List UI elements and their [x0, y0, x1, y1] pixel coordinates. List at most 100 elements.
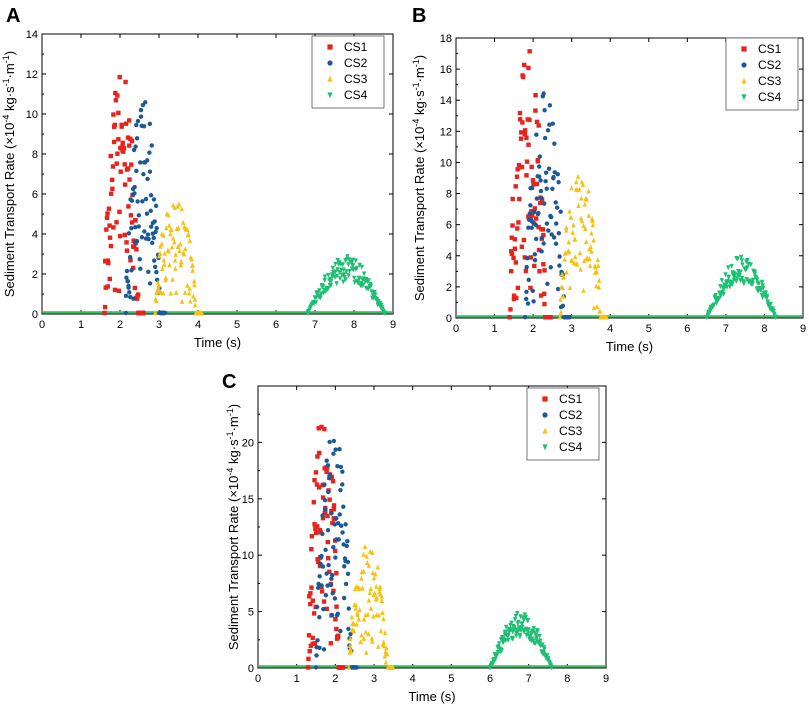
- data-point-cs2: [154, 277, 160, 283]
- data-point-cs1: [315, 557, 320, 562]
- data-point-cs3: [171, 235, 176, 241]
- data-point-cs2: [560, 303, 566, 309]
- data-point-cs1: [124, 240, 129, 245]
- data-point-cs1: [122, 232, 127, 238]
- data-point-cs3: [160, 290, 166, 296]
- data-point-cs4: [325, 286, 331, 292]
- data-point-cs1: [509, 268, 514, 274]
- data-point-cs2: [567, 315, 572, 320]
- data-point-cs1: [111, 139, 117, 145]
- y-tick-label: 10: [242, 550, 254, 562]
- x-tick-label: 9: [800, 323, 806, 335]
- data-point-cs1: [120, 140, 125, 146]
- data-point-cs2: [528, 203, 533, 208]
- data-point-cs1: [512, 246, 518, 251]
- data-point-cs3: [568, 214, 574, 220]
- data-point-cs4: [354, 265, 360, 271]
- data-point-cs3: [157, 253, 162, 259]
- data-point-cs2: [144, 211, 150, 216]
- data-point-cs1: [526, 214, 531, 219]
- data-point-cs1: [110, 186, 115, 191]
- data-point-cs1: [113, 98, 119, 103]
- data-point-cs2: [129, 268, 134, 273]
- data-point-cs2: [333, 555, 338, 560]
- data-point-cs1: [121, 149, 126, 154]
- data-point-cs2: [555, 286, 561, 292]
- data-point-cs1: [516, 162, 522, 168]
- data-point-cs2: [135, 118, 141, 124]
- data-point-cs2: [146, 269, 151, 274]
- data-point-cs1: [316, 426, 321, 431]
- legend-marker-cs2: [741, 62, 747, 68]
- data-point-cs4: [512, 617, 518, 623]
- data-point-cs4: [328, 279, 334, 285]
- data-point-cs1: [517, 196, 522, 202]
- x-tick-label: 7: [526, 673, 532, 685]
- data-point-cs1: [527, 49, 532, 54]
- data-point-cs2: [543, 179, 548, 184]
- data-point-cs1: [105, 284, 110, 289]
- data-point-cs4: [320, 284, 326, 290]
- data-point-cs4: [741, 279, 746, 285]
- data-point-cs1: [322, 426, 327, 432]
- data-point-cs2: [319, 553, 324, 559]
- data-point-cs1: [520, 74, 526, 80]
- data-point-cs4: [513, 627, 519, 633]
- x-tick-label: 4: [410, 673, 416, 685]
- data-point-cs4: [493, 656, 498, 662]
- data-point-cs4: [525, 631, 531, 637]
- legend: CS1 CS2 CS3 CS4: [526, 387, 600, 461]
- data-point-cs1: [135, 292, 141, 297]
- data-point-cs2: [133, 225, 138, 230]
- data-point-cs2: [153, 229, 158, 235]
- data-point-cs3: [571, 222, 576, 228]
- data-point-cs2: [557, 263, 562, 268]
- x-tick-label: 6: [273, 319, 279, 331]
- data-point-cs2: [526, 277, 531, 283]
- data-point-cs4: [771, 308, 776, 314]
- data-point-cs1: [307, 648, 312, 654]
- data-point-cs1: [313, 470, 319, 475]
- data-point-cs3: [172, 257, 178, 263]
- data-point-cs2: [556, 231, 562, 236]
- data-point-cs1: [530, 212, 535, 217]
- data-point-cs1: [538, 293, 544, 298]
- data-point-cs3: [162, 250, 167, 256]
- data-point-cs1: [112, 122, 118, 128]
- data-point-cs2: [147, 150, 152, 155]
- data-point-cs1: [134, 247, 139, 252]
- x-tick-label: 7: [312, 319, 318, 331]
- data-point-cs1: [521, 237, 527, 243]
- data-point-cs3: [161, 257, 167, 263]
- data-point-cs3: [356, 616, 361, 622]
- data-point-cs1: [113, 90, 118, 96]
- data-point-cs3: [351, 620, 356, 626]
- data-point-cs4: [515, 610, 520, 616]
- data-point-cs4: [545, 653, 550, 659]
- data-point-cs2: [132, 191, 137, 196]
- data-point-cs3: [579, 195, 584, 201]
- data-point-cs1: [533, 216, 539, 221]
- data-point-cs1: [522, 132, 528, 137]
- y-tick-label: 20: [242, 437, 254, 449]
- data-point-cs3: [362, 544, 368, 550]
- data-point-cs1: [514, 295, 519, 301]
- y-tick-label: 8: [32, 149, 38, 161]
- data-point-cs3: [353, 602, 359, 608]
- data-point-cs1: [324, 469, 329, 475]
- data-point-cs2: [331, 438, 337, 444]
- y-tick-label: 10: [440, 157, 452, 169]
- data-point-cs1: [538, 200, 543, 206]
- data-point-cs4: [313, 295, 319, 301]
- data-point-cs2: [345, 571, 351, 577]
- data-point-cs3: [355, 611, 360, 617]
- data-point-cs3: [581, 287, 586, 293]
- data-point-cs1: [333, 617, 338, 622]
- data-point-cs3: [192, 296, 198, 302]
- data-point-cs2: [153, 203, 159, 209]
- data-point-cs2: [532, 209, 537, 215]
- x-tick-label: 8: [564, 673, 570, 685]
- data-point-cs1: [329, 474, 335, 479]
- data-point-cs3: [364, 649, 369, 655]
- data-point-cs1: [509, 235, 514, 240]
